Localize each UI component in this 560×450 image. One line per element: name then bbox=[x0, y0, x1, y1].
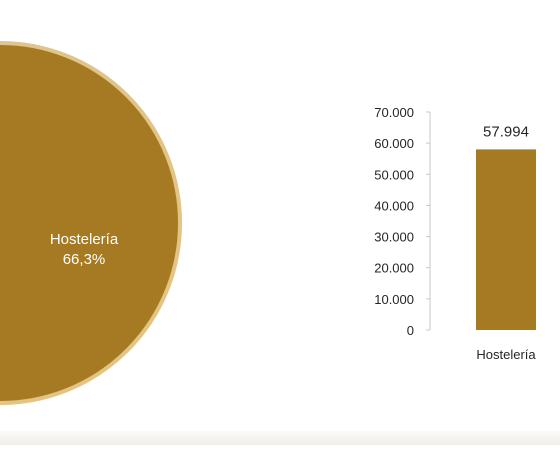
bar-series bbox=[476, 149, 536, 330]
bar-data-labels: 57.994 bbox=[483, 123, 529, 140]
y-tick-label: 60.000 bbox=[374, 136, 414, 151]
y-axis-ticks: 0 10.000 20.000 30.000 40.000 50.000 60.000 70.… bbox=[374, 105, 430, 338]
bar-chart: 0 10.000 20.000 30.000 40.000 50.000 60.000 70.… bbox=[374, 105, 536, 362]
pie-slice-label: Hostelería bbox=[50, 231, 119, 248]
bottom-band bbox=[0, 431, 560, 445]
y-tick-label: 70.000 bbox=[374, 105, 414, 120]
y-tick-label: 40.000 bbox=[374, 198, 414, 213]
x-tick-label: Hostelería bbox=[476, 347, 536, 362]
bar-hosteleria bbox=[476, 149, 536, 330]
y-tick-label: 10.000 bbox=[374, 292, 414, 307]
pie-slice-percent-label: 66,3% bbox=[63, 251, 106, 268]
y-tick-label: 20.000 bbox=[374, 261, 414, 276]
pie-chart: Hostelería 66,3% bbox=[0, 41, 182, 405]
pie-slice-hosteleria bbox=[0, 41, 182, 405]
y-tick-label: 50.000 bbox=[374, 167, 414, 182]
y-tick-label: 0 bbox=[407, 323, 414, 338]
bar-data-label: 57.994 bbox=[483, 123, 529, 140]
y-tick-label: 30.000 bbox=[374, 230, 414, 245]
x-axis-labels: Hostelería bbox=[476, 347, 536, 362]
